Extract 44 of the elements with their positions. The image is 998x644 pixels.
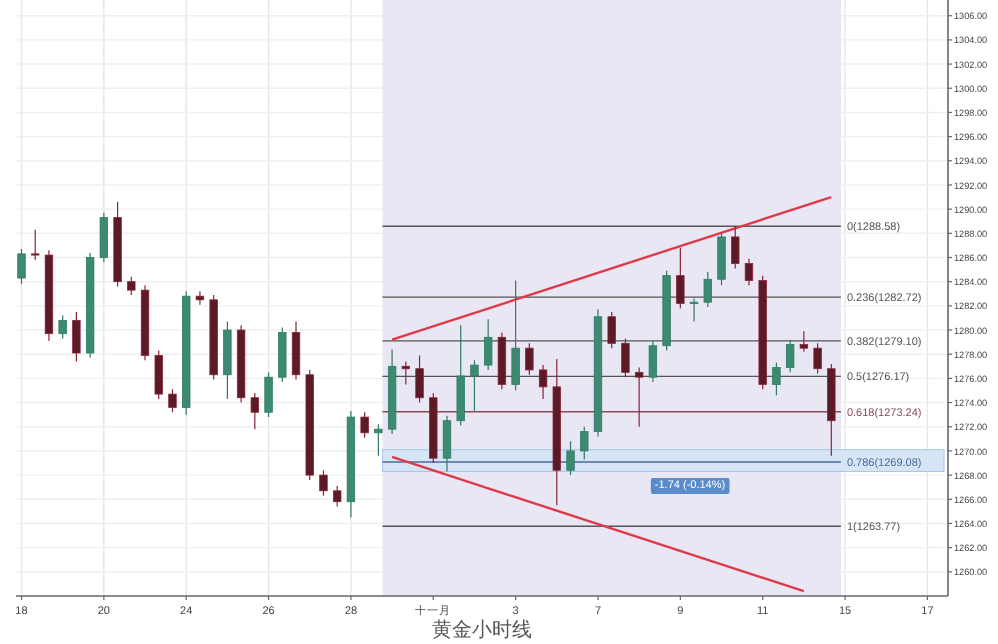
candlestick [607, 311, 616, 349]
candlestick [511, 279, 520, 392]
candlestick [785, 339, 795, 373]
candlestick [470, 359, 479, 412]
candlestick [168, 388, 177, 413]
candlestick [72, 311, 81, 363]
candlestick [99, 212, 109, 263]
candlestick [538, 364, 548, 400]
candlestick [223, 320, 232, 400]
candlestick [676, 247, 685, 309]
candlestick [484, 318, 493, 371]
candlestick [154, 349, 163, 400]
candlestick [799, 330, 809, 353]
candlestick [689, 298, 699, 323]
candlestick [278, 327, 287, 383]
candlestick [703, 271, 712, 308]
candlestick [580, 426, 589, 460]
candlestick [127, 276, 136, 296]
candlestick [744, 258, 754, 286]
candlestick [415, 354, 424, 404]
candlestick [264, 371, 273, 418]
candlestick [360, 411, 369, 439]
candlestick [525, 342, 534, 376]
candlestick [250, 392, 260, 430]
candlestick [621, 337, 630, 378]
candlestick [497, 331, 507, 390]
candlestick [291, 320, 301, 381]
candlestick [333, 485, 342, 508]
candlestick [456, 324, 465, 427]
candlestick [58, 314, 67, 340]
candlestick [401, 360, 410, 386]
candlestick [731, 225, 740, 269]
candlestick [717, 231, 726, 286]
candlestick [772, 362, 781, 396]
text: 黄金小时线 [432, 618, 532, 642]
candlestick [566, 440, 575, 476]
candlestick [374, 423, 383, 457]
candlestick [442, 415, 452, 473]
candlestick [634, 366, 644, 428]
candlestick [319, 469, 328, 497]
candlestick [813, 342, 822, 375]
candlestick [648, 340, 658, 383]
candlestick [31, 229, 40, 261]
candlestick [17, 248, 26, 285]
